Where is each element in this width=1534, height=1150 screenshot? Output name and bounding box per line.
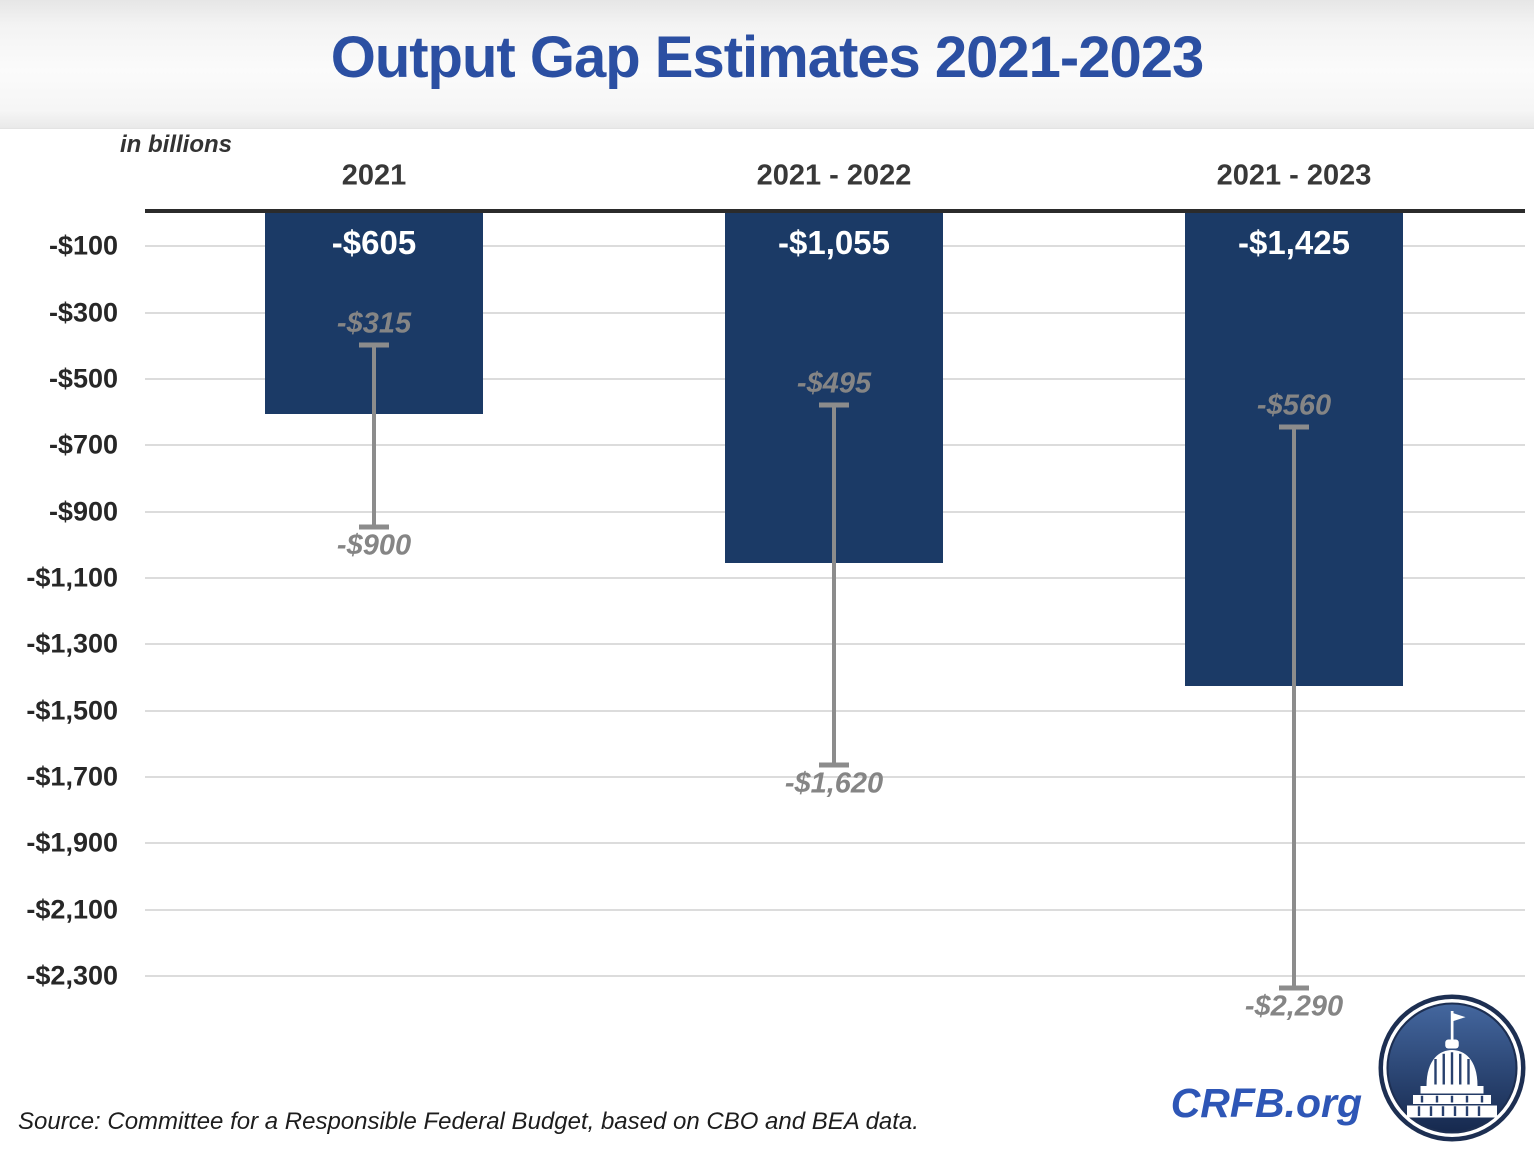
range-high-label: -$315 [336, 307, 412, 340]
y-tick-label: -$1,900 [26, 827, 118, 858]
y-tick-label: -$100 [48, 230, 118, 261]
y-tick-label: -$1,500 [26, 695, 118, 725]
y-tick-label: -$500 [48, 363, 118, 394]
units-label: in billions [120, 131, 232, 158]
range-low-label: -$2,290 [1244, 990, 1344, 1023]
gridline [145, 974, 1525, 977]
range-whisker [1292, 426, 1296, 988]
range-high-label: -$495 [796, 367, 872, 400]
y-tick-label: -$1,300 [26, 628, 118, 659]
y-tick-label: -$300 [48, 297, 118, 327]
y-tick-label: -$2,300 [26, 960, 118, 991]
y-tick-label: -$700 [48, 429, 118, 460]
range-whisker-cap [1279, 424, 1309, 430]
title-band: Output Gap Estimates 2021-2023 [0, 0, 1534, 129]
crfb-wordmark: CRFB.org [1170, 1080, 1362, 1126]
y-tick-label: -$1,700 [26, 761, 118, 792]
gridline [145, 842, 1525, 845]
crfb-logo [1377, 993, 1527, 1143]
source-note: Source: Committee for a Responsible Fede… [18, 1108, 919, 1135]
y-tick-label: -$900 [48, 496, 118, 526]
range-whisker [372, 345, 376, 527]
category-header: 2021 - 2023 [1216, 159, 1372, 192]
range-low-label: -$1,620 [784, 767, 884, 800]
y-tick-label: -$2,100 [26, 894, 118, 924]
bar-value-label: -$1,055 [778, 224, 890, 261]
range-whisker [832, 405, 836, 766]
gridline [145, 775, 1525, 778]
y-tick-label: -$1,100 [26, 562, 118, 593]
gridline [145, 908, 1525, 911]
zero-axis-line [145, 209, 1525, 213]
capitol-dome-icon [1378, 994, 1526, 1142]
range-low-label: -$900 [336, 529, 412, 561]
bar-value-label: -$1,425 [1238, 224, 1350, 261]
range-whisker-cap [1279, 985, 1309, 991]
range-whisker-cap [359, 342, 389, 348]
chart-title: Output Gap Estimates 2021-2023 [330, 25, 1205, 90]
bar-value-label: -$605 [331, 224, 417, 261]
range-whisker-cap [359, 524, 389, 529]
category-header: 2021 - 2022 [756, 159, 912, 192]
range-high-label: -$560 [1256, 389, 1332, 422]
category-header: 2021 [341, 159, 407, 192]
range-whisker-cap [819, 402, 849, 408]
range-whisker-cap [819, 762, 849, 768]
